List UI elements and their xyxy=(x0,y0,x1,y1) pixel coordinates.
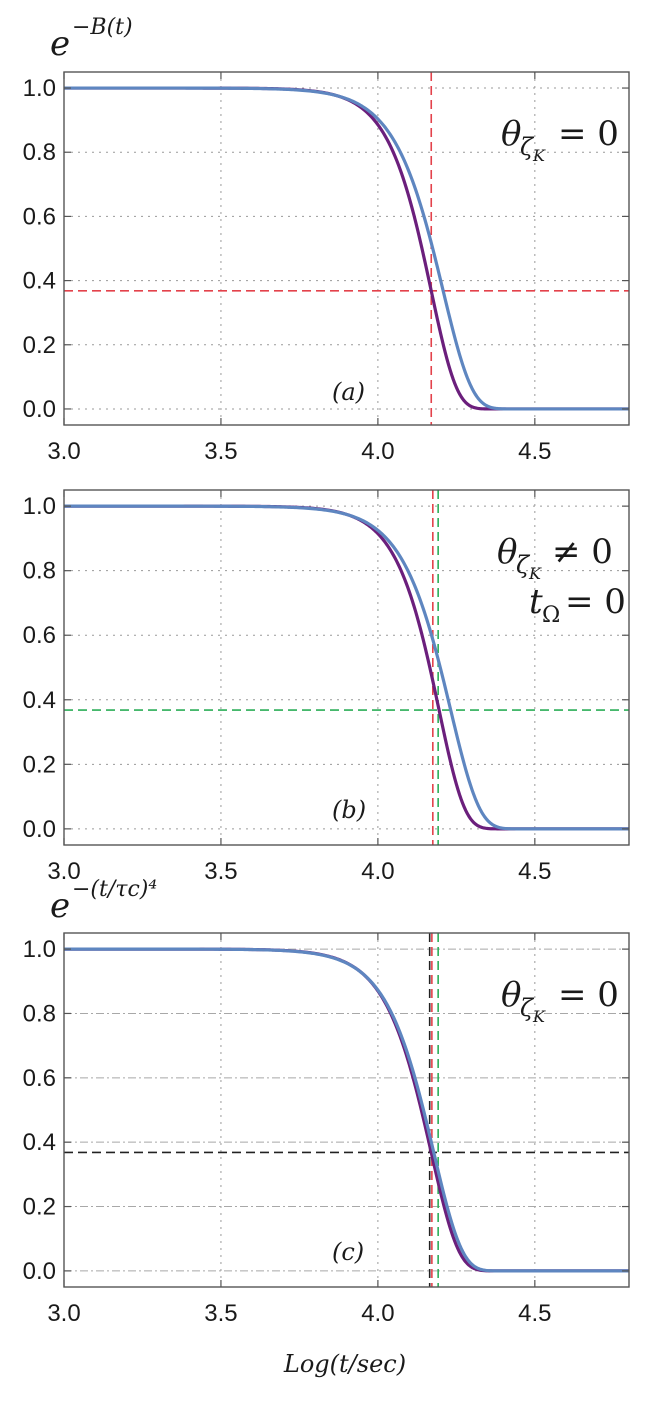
panel-c: e −(t/τc)⁴ 3.0 3.5 4.0 4.5 1.0 0.8 0.6 0.4 0.2 0.… xyxy=(23,877,630,1378)
panel-b-plot: 3.0 3.5 4.0 4.5 1.0 0.8 0.6 0.4 0.2 0.0 xyxy=(23,489,630,885)
y-tick-label: 0.2 xyxy=(23,1194,56,1221)
annotation-relation: = 0 xyxy=(558,114,619,154)
annotation-subsub: K xyxy=(532,1007,546,1026)
annotation-main: θ xyxy=(501,975,521,1015)
series-line-blue xyxy=(63,86,630,411)
panel-a-tag: (a) xyxy=(332,378,365,406)
panel-a-ylabel-exponent: −B(t) xyxy=(72,15,133,40)
x-tick-label: 3.5 xyxy=(204,1300,237,1327)
y-tick-label: 0.6 xyxy=(23,1065,56,1092)
y-tick-label: 0.4 xyxy=(23,1129,56,1156)
panel-a-annotation-theta: θ ζ K = 0 xyxy=(501,114,619,165)
annotation-main: t xyxy=(529,582,543,622)
series-line-purple xyxy=(63,86,630,411)
y-tick-label: 0.4 xyxy=(23,268,56,295)
x-tick-label: 3.5 xyxy=(204,858,237,885)
series-line-purple xyxy=(63,947,630,1273)
y-tick-label: 0.2 xyxy=(23,751,56,778)
x-tick-label: 3.0 xyxy=(47,1300,80,1327)
annotation-sub: ζ xyxy=(516,551,531,579)
annotation-relation: = 0 xyxy=(558,975,619,1015)
x-tick-label: 4.5 xyxy=(518,438,551,465)
annotation-main: θ xyxy=(497,532,517,572)
annotation-relation: ≠ 0 xyxy=(552,532,613,572)
y-tick-label: 0.8 xyxy=(23,558,56,585)
y-tick-label: 1.0 xyxy=(23,493,56,520)
panel-c-plot: 3.0 3.5 4.0 4.5 1.0 0.8 0.6 0.4 0.2 0.0 xyxy=(23,932,630,1327)
y-tick-label: 1.0 xyxy=(23,75,56,102)
y-tick-label: 0.0 xyxy=(23,816,56,843)
series-line-purple xyxy=(63,504,630,831)
panel-c-annotation-theta: θ ζ K = 0 xyxy=(501,975,619,1026)
y-tick-label: 0.6 xyxy=(23,622,56,649)
y-tick-label: 0.4 xyxy=(23,687,56,714)
series-line-blue xyxy=(63,947,630,1273)
x-tick-label: 4.5 xyxy=(518,1300,551,1327)
panel-c-ylabel-base: e xyxy=(50,886,70,926)
x-tick-label: 3.0 xyxy=(47,438,80,465)
annotation-sub: Ω xyxy=(542,603,560,628)
y-tick-label: 0.6 xyxy=(23,203,56,230)
plot-frame xyxy=(63,71,630,426)
x-tick-label: 3.5 xyxy=(204,438,237,465)
y-tick-label: 1.0 xyxy=(23,936,56,963)
panel-a-plot: 3.0 3.5 4.0 4.5 1.0 0.8 0.6 0.4 0.2 0.0 xyxy=(23,71,630,465)
series-line-blue xyxy=(63,504,630,831)
y-tick-label: 0.0 xyxy=(23,396,56,423)
plot-frame xyxy=(63,489,630,846)
panel-a: e −B(t) 3.0 3.5 4.0 4.5 1.0 0.8 0.6 0.4 0.2 0.0 (… xyxy=(23,15,630,465)
panel-c-tag: (c) xyxy=(332,1238,364,1266)
x-tick-label: 4.0 xyxy=(361,858,394,885)
panel-b-annotation-t-omega: t Ω = 0 xyxy=(529,582,626,628)
x-tick-label: 4.0 xyxy=(361,438,394,465)
x-axis-label: Log(t/sec) xyxy=(283,1350,406,1378)
panel-c-ylabel-exponent: −(t/τc)⁴ xyxy=(72,877,157,902)
plot-frame xyxy=(63,932,630,1288)
annotation-subsub: K xyxy=(532,146,546,165)
annotation-sub: ζ xyxy=(520,133,535,161)
annotation-main: θ xyxy=(501,114,521,154)
panel-a-ylabel-base: e xyxy=(50,24,70,64)
x-tick-label: 4.0 xyxy=(361,1300,394,1327)
annotation-sub: ζ xyxy=(520,994,535,1022)
y-tick-label: 0.2 xyxy=(23,332,56,359)
y-tick-label: 0.8 xyxy=(23,1000,56,1027)
annotation-relation: = 0 xyxy=(565,582,626,622)
x-tick-label: 4.5 xyxy=(518,858,551,885)
panel-b-tag: (b) xyxy=(332,796,366,824)
x-tick-label: 3.0 xyxy=(47,858,80,885)
panel-b: 3.0 3.5 4.0 4.5 1.0 0.8 0.6 0.4 0.2 0.0 (b) θ ζ K… xyxy=(23,489,630,885)
annotation-subsub: K xyxy=(528,564,542,583)
y-tick-label: 0.0 xyxy=(23,1258,56,1285)
y-tick-label: 0.8 xyxy=(23,139,56,166)
panel-b-annotation-theta: θ ζ K ≠ 0 xyxy=(497,532,613,583)
